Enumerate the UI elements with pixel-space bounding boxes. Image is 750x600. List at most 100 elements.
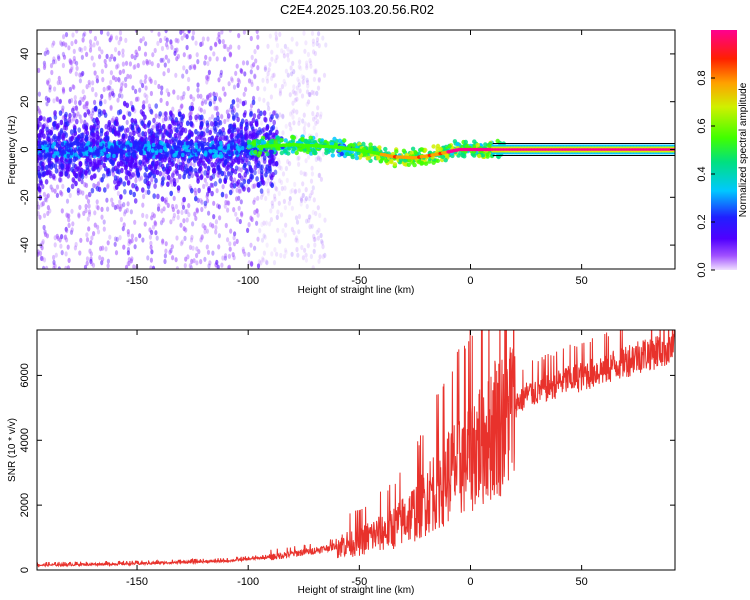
spectrogram-cell [106,182,110,188]
spectrogram-cell [164,42,169,48]
spectrogram-cell [75,30,79,34]
spectrogram-cell [310,223,314,229]
spectrogram-cell [40,129,45,135]
spectrogram-cell [179,130,184,136]
spectrogram-cell [169,111,173,117]
spectrogram-cell [217,77,221,83]
spectrogram-cell [66,153,71,158]
colorbar-tick-label: 0.0 [696,262,708,277]
spectrogram-cell [139,38,143,44]
spectrogram-cell [283,138,288,143]
spectrogram-cell [158,111,162,117]
spectrogram-cell [118,69,122,76]
spectrogram-cell [156,132,160,138]
spectrogram-cell [212,125,217,131]
spectrogram-cell [97,46,102,52]
spectrogram-cell [136,62,140,69]
spectrogram-cell [169,190,173,197]
spectrogram-cell [113,241,117,247]
spectrogram-cell [307,91,311,98]
spectrogram-cell [431,160,436,165]
spectrogram-cell [229,103,234,110]
spectrogram-cell [113,204,117,211]
spectrogram-cell [319,111,323,117]
spectrogram-cell [318,212,322,219]
spectrogram-cell [384,158,389,164]
spectrogram-cell [170,44,174,50]
spectrogram-cell [96,229,101,235]
spectrogram-cell [59,162,63,168]
spectrogram-cell [208,129,212,136]
spectrogram-cell [124,82,128,88]
spectrogram-cell [215,111,220,117]
spectrogram-cell [276,227,280,233]
spectrogram-cell [455,141,460,147]
spectrogram-cell [69,60,74,66]
spectrogram-cell [392,162,398,167]
spectrogram-x-axis: -150 -100 -50 0 50 [126,30,588,287]
spectrogram-cell [257,127,262,133]
spectrogram-cell [102,156,107,163]
spectrogram-cell [312,197,316,203]
spectrogram-cell [49,63,54,69]
spectrogram-cell [281,130,285,136]
spectrogram-cell [297,229,301,235]
spectrogram-cell [127,111,132,117]
spectrogram-cell [53,86,57,92]
spectrogram-cell [275,214,279,220]
spectrogram-cell [182,65,186,71]
spectrogram-cell [299,201,303,207]
spectrogram-cell [155,235,159,241]
spectrogram-cell [295,90,299,96]
spectrogram-cell [201,98,205,104]
spectrogram-cell [211,223,215,229]
spectrogram-cell [45,233,50,239]
spectrogram-cell [270,251,274,257]
spectrogram-cell [223,135,228,141]
spectrogram-cell [187,212,191,218]
spectrogram-cell [273,193,277,199]
spectrogram-cell [146,189,151,195]
spectrogram-cell [124,37,128,44]
spectrogram-cell [136,96,140,102]
spectrogram-cell [132,142,137,148]
spectrogram-cell [220,114,224,120]
spectrogram-cell [246,144,252,149]
spectrogram-cell [203,177,207,183]
spectrogram-cell [342,138,347,143]
spectrogram-cell [186,151,191,157]
spectrogram-cell [71,221,75,227]
spectrogram-cell [86,109,91,115]
spectrogram-cell [174,117,179,123]
spectrogram-cell [159,97,163,103]
spectrogram-cell [258,228,262,234]
spectrogram-cell [283,232,287,238]
spectrogram-cell [289,189,293,195]
spectrogram-cell [116,180,120,187]
spectrogram-cell [153,79,157,86]
spectrogram-cell [113,56,117,62]
spectrogram-cell [160,208,164,214]
spectrogram-cell [52,153,56,159]
spectrogram-cell [60,234,64,240]
spectrogram-cell [151,148,155,153]
spectrogram-cell [218,39,222,45]
spectrogram-cell [246,139,252,144]
spectrogram-cell [37,211,40,217]
spectrogram-cell [314,68,318,74]
spectrogram-cell [300,74,304,80]
spectrogram-cell [126,229,130,235]
spectrogram-cell [74,172,78,179]
spectrogram-cell [211,250,215,256]
spectrogram-cell [132,163,137,169]
spectrogram-cell [217,204,221,210]
spectrogram-cell [97,159,102,166]
spectrogram-cell [159,140,163,145]
spectrogram-cell [296,238,300,244]
spectrogram-cell [61,86,65,92]
spectrogram-cell [141,187,145,193]
spectrogram-cell [203,229,207,235]
spectrogram-cell [44,164,49,171]
spectrogram-cell [270,114,274,120]
spectrogram-cell [85,100,89,106]
